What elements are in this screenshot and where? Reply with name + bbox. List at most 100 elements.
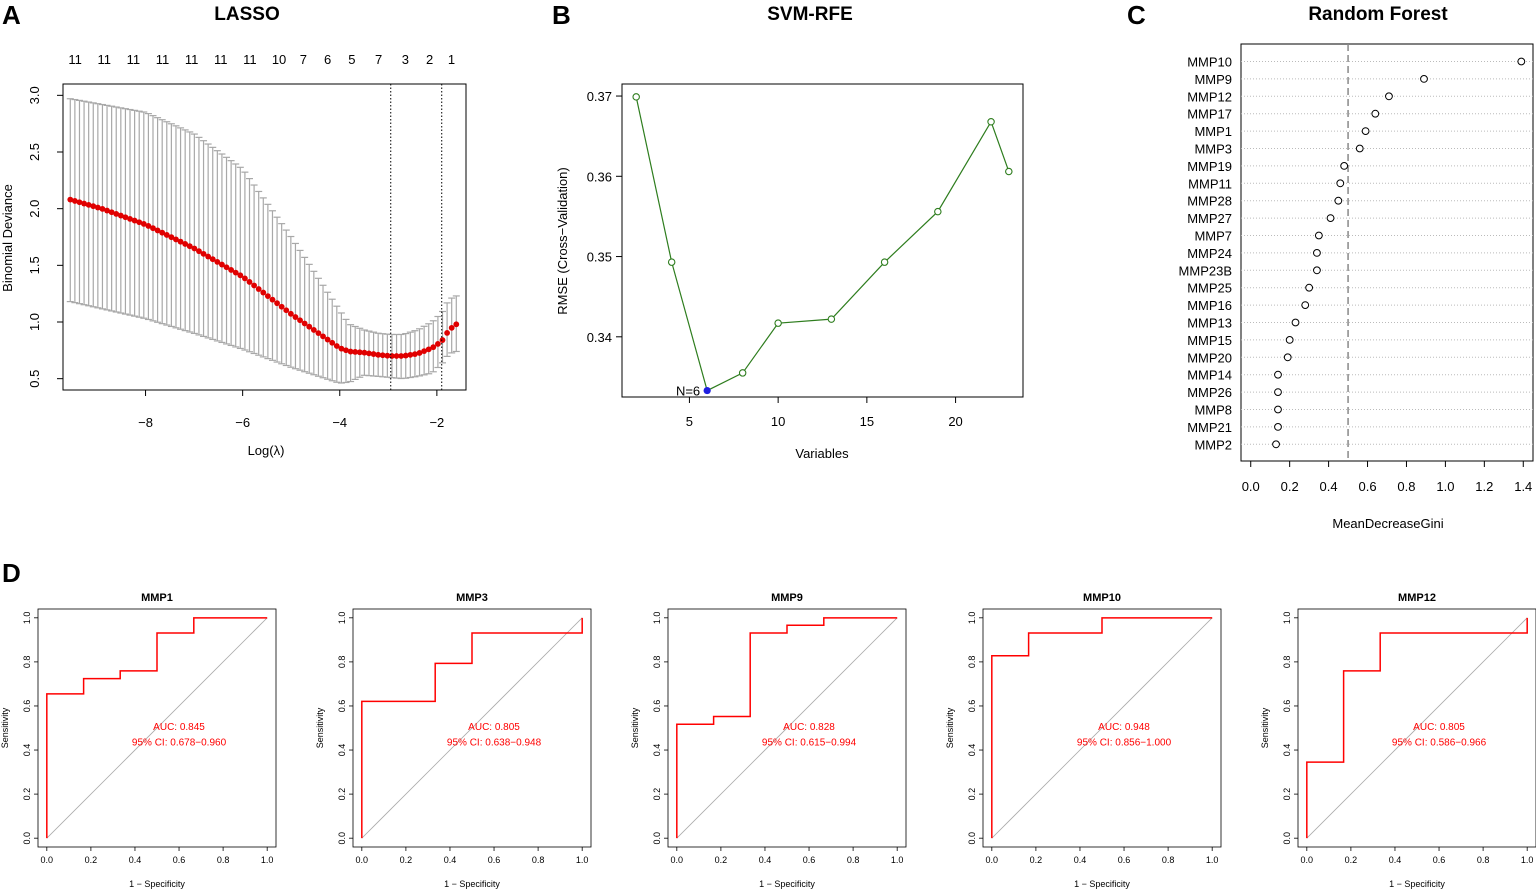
deviance-point [343,347,349,354]
x-tick-label: 0.2 [715,855,728,865]
deviance-point [237,272,244,279]
x-tick-label: −6 [235,415,250,430]
top-axis-count: 11 [243,52,257,67]
panel-letter-d: D [2,558,21,588]
deviance-point [81,200,87,207]
deviance-point [214,258,221,265]
y-tick-label: 0.6 [967,700,977,713]
deviance-point [219,261,225,268]
deviance-point [412,351,418,358]
x-axis-label: 1 − Specificity [1389,879,1445,889]
deviance-point [425,346,432,353]
roc-curve [676,617,898,839]
deviance-point [145,223,152,229]
roc-panel: MMP3 AUC: 0.805 95% CI: 0.638−0.948 0.0 0.0 0… [315,592,592,889]
top-axis-count: 7 [375,52,382,67]
deviance-point [301,320,308,327]
top-axis-count: 11 [214,52,228,67]
deviance-point [421,348,428,355]
deviance-point [287,310,294,317]
plot-frame [1240,43,1534,462]
y-tick-label: 0.8 [1282,656,1292,669]
gene-label: MMP25 [1187,281,1232,296]
diagonal-line [991,617,1213,839]
y-axis-label: Sensitivity [315,707,325,748]
deviance-point [122,214,129,221]
rmse-point [1005,167,1013,176]
y-tick-label: 0.6 [1282,700,1292,713]
deviance-point [320,333,326,340]
x-tick-label: 0.8 [1397,479,1415,494]
deviance-point [255,286,262,292]
panel-letter-b: B [552,0,571,30]
lasso-chart: LASSO−8 −6 −4 −20.51.01.52.02.53.011 11 11 11 1… [0,4,467,458]
x-tick-label: 0.6 [1358,479,1376,494]
y-tick-label: 0.4 [1282,744,1292,757]
x-axis-label: 1 − Specificity [759,879,815,889]
deviance-point [67,196,74,203]
gene-label: MMP17 [1187,107,1232,122]
top-axis-count: 11 [185,52,199,67]
x-tick-label: 1.0 [576,855,589,865]
y-tick-label: 1.0 [27,313,42,331]
y-tick-label: 0.8 [967,656,977,669]
rmse-point [774,319,782,327]
rmse-point [827,315,836,323]
y-axis-label: Binomial Deviance [0,184,15,292]
y-tick-label: 0.0 [1282,832,1292,845]
y-tick-label: 0.6 [652,700,662,713]
plot-frame [667,608,907,848]
panel-letter-a: A [2,0,21,30]
x-tick-label: 1.0 [1521,855,1534,865]
y-axis-label: Sensitivity [630,707,640,748]
deviance-point [209,256,216,263]
top-axis-count: 10 [272,52,286,67]
x-tick-label: 0.0 [1242,479,1260,494]
y-tick-label: 0.4 [337,744,347,757]
x-tick-label: 0.8 [1477,855,1490,865]
deviance-point [444,330,450,336]
importance-point [1285,336,1294,344]
deviance-point [200,250,207,257]
x-tick-label: 0.2 [1345,855,1358,865]
deviance-point [402,352,409,359]
y-tick-label: 0.8 [337,656,347,669]
y-axis-label: RMSE (Cross−Validation) [555,167,570,315]
deviance-point [333,343,340,349]
deviance-point [361,349,368,356]
rmse-point [880,258,889,266]
deviance-point [274,300,280,307]
importance-point [1283,353,1292,362]
x-tick-label: 0.0 [1301,855,1314,865]
roc-curve [46,617,268,839]
deviance-point [338,345,345,352]
gene-label: MMP3 [1194,142,1232,157]
deviance-point [182,241,189,247]
deviance-point [306,323,313,330]
rmse-point [987,117,995,126]
deviance-point [136,219,143,226]
deviance-point [168,234,175,241]
roc-title: MMP10 [1083,592,1121,604]
deviance-point [85,201,92,208]
gene-label: MMP9 [1194,72,1232,87]
x-tick-label: 15 [860,414,874,429]
top-axis-count: 11 [68,52,82,67]
x-tick-label: 0.0 [671,855,684,865]
importance-point [1361,127,1370,136]
x-tick-label: −8 [138,415,153,430]
roc-curve [1306,617,1528,839]
importance-point [1326,214,1335,223]
y-tick-label: 0.0 [652,832,662,845]
diagonal-line [46,617,268,839]
gene-label: MMP7 [1194,229,1232,244]
deviance-point [430,344,437,351]
importance-point [1313,266,1321,275]
auc-label: AUC: 0.845 [153,722,205,733]
x-tick-label: 0.0 [986,855,999,865]
y-tick-label: 0.2 [652,788,662,801]
deviance-point [278,303,285,310]
deviance-point [173,236,179,243]
y-tick-label: 0.0 [22,832,32,845]
